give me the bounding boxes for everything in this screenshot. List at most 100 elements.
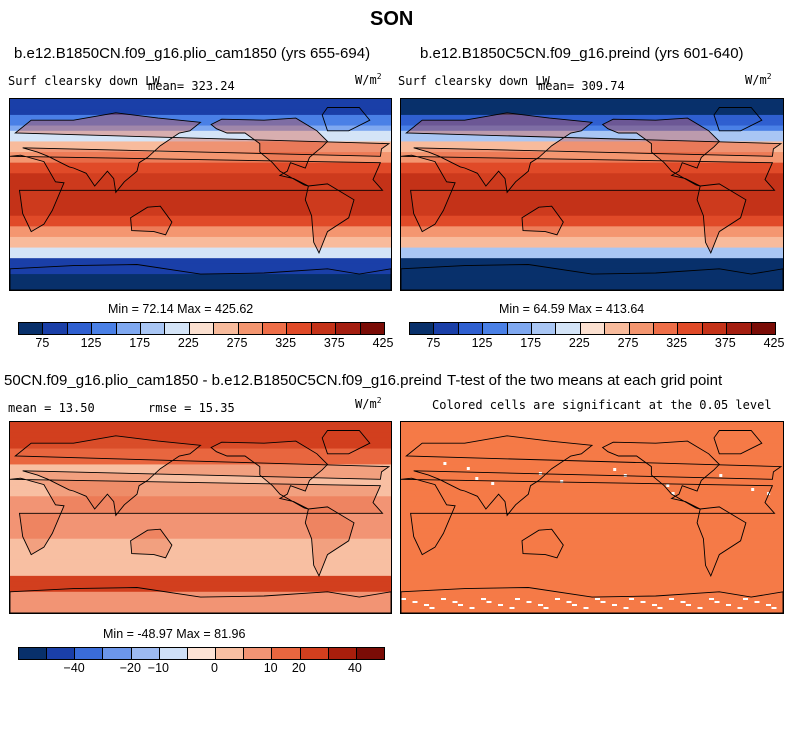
map-latitude-band xyxy=(401,125,783,132)
map-latitude-band xyxy=(401,157,783,164)
panel1-heatmap xyxy=(10,99,391,290)
map-latitude-band xyxy=(10,199,391,206)
colorbar-tick-label: 375 xyxy=(323,336,345,350)
coastline xyxy=(130,205,173,236)
map-latitude-band xyxy=(401,284,783,290)
non-significant-cell xyxy=(709,598,714,600)
map-land-shading xyxy=(10,478,383,555)
map-latitude-band xyxy=(401,221,783,227)
coastline xyxy=(304,183,355,254)
map-latitude-band xyxy=(401,485,783,492)
map-latitude-band xyxy=(401,575,783,582)
coastline xyxy=(521,528,564,559)
non-significant-cell xyxy=(583,607,589,609)
map-latitude-band xyxy=(10,152,391,158)
non-significant-cell xyxy=(555,598,560,600)
coastline xyxy=(521,205,564,236)
colorbar-swatch xyxy=(727,323,752,334)
colorbar-tick-label: −10 xyxy=(147,661,169,675)
map-latitude-band xyxy=(10,210,391,217)
map-latitude-band xyxy=(10,544,391,550)
non-significant-cell xyxy=(697,607,703,609)
map-latitude-band xyxy=(10,475,391,481)
map-latitude-band xyxy=(10,437,391,444)
map-latitude-band xyxy=(401,427,783,434)
non-significant-cell xyxy=(424,604,429,606)
colorbar-swatch xyxy=(19,648,48,659)
map-latitude-band xyxy=(401,130,783,137)
panel3-title: 50CN.f09_g16.plio_cam1850 - b.e12.B1850C… xyxy=(4,372,442,389)
map-latitude-band xyxy=(401,607,783,613)
panel2-minmax: Min = 64.59 Max = 413.64 xyxy=(499,302,645,316)
colorbar-swatch xyxy=(189,323,215,334)
colorbar-tick-label: 175 xyxy=(520,336,542,350)
panel1-mean: mean= 323.24 xyxy=(148,79,235,93)
map-latitude-band xyxy=(401,258,783,265)
colorbar-swatch xyxy=(103,648,132,659)
map-latitude-band xyxy=(401,480,783,487)
map-latitude-band xyxy=(10,517,391,524)
map-latitude-band xyxy=(10,522,391,529)
colorbar-tick-label: 75 xyxy=(35,336,50,350)
non-significant-cell xyxy=(766,604,771,606)
non-significant-cell xyxy=(560,480,564,483)
map-latitude-band xyxy=(10,284,391,290)
map-latitude-band xyxy=(10,597,391,603)
non-significant-cell xyxy=(543,607,549,609)
colorbar-swatch xyxy=(300,648,329,659)
coastline xyxy=(210,117,329,187)
panel2-units: W/m2 xyxy=(745,72,772,87)
map-latitude-band xyxy=(10,183,391,190)
map-latitude-band xyxy=(10,575,391,582)
map-latitude-band xyxy=(10,432,391,439)
map-latitude-band xyxy=(10,448,391,455)
map-latitude-band xyxy=(10,258,391,265)
map-latitude-band xyxy=(10,279,391,286)
map-latitude-band xyxy=(401,114,783,121)
map-latitude-band xyxy=(401,104,783,111)
non-significant-cell xyxy=(452,601,458,603)
panel4-map xyxy=(400,421,784,614)
map-latitude-band xyxy=(10,501,391,508)
colorbar-swatch xyxy=(159,648,188,659)
map-latitude-band xyxy=(10,443,391,450)
colorbar-tick-label: −20 xyxy=(119,661,141,675)
non-significant-cell xyxy=(475,477,479,480)
colorbar-tick-label: 75 xyxy=(426,336,441,350)
map-latitude-band xyxy=(401,506,783,513)
map-latitude-band xyxy=(401,183,783,190)
coastline xyxy=(10,154,384,233)
map-latitude-band xyxy=(401,215,783,222)
coastline xyxy=(405,112,783,194)
map-latitude-band xyxy=(10,99,391,105)
map-latitude-band xyxy=(401,559,783,566)
non-significant-cell xyxy=(623,607,629,609)
colorbar-tick-label: 125 xyxy=(471,336,493,350)
map-latitude-band xyxy=(10,427,391,434)
panel2-mean: mean= 309.74 xyxy=(538,79,625,93)
colorbar-tick-label: 40 xyxy=(347,661,362,675)
map-latitude-band xyxy=(401,512,783,519)
colorbar-swatch xyxy=(92,323,117,334)
map-latitude-band xyxy=(10,136,391,143)
map-latitude-band xyxy=(401,464,783,471)
colorbar-swatch xyxy=(216,648,245,659)
map-latitude-band xyxy=(401,501,783,508)
map-latitude-band xyxy=(401,597,783,603)
map-latitude-band xyxy=(10,268,391,275)
map-latitude-band xyxy=(10,114,391,121)
coastline xyxy=(713,430,763,455)
map-latitude-band xyxy=(10,189,391,196)
coastline xyxy=(601,440,720,510)
map-latitude-band xyxy=(401,178,783,185)
panel1-units: W/m2 xyxy=(355,72,382,87)
map-latitude-band xyxy=(10,236,391,243)
non-significant-cell xyxy=(686,604,691,606)
map-latitude-band xyxy=(10,157,391,164)
map-latitude-band xyxy=(401,268,783,275)
map-latitude-band xyxy=(401,236,783,243)
coastline xyxy=(10,587,391,613)
map-latitude-band xyxy=(401,554,783,561)
map-latitude-band xyxy=(401,226,783,233)
coastline xyxy=(401,477,776,556)
